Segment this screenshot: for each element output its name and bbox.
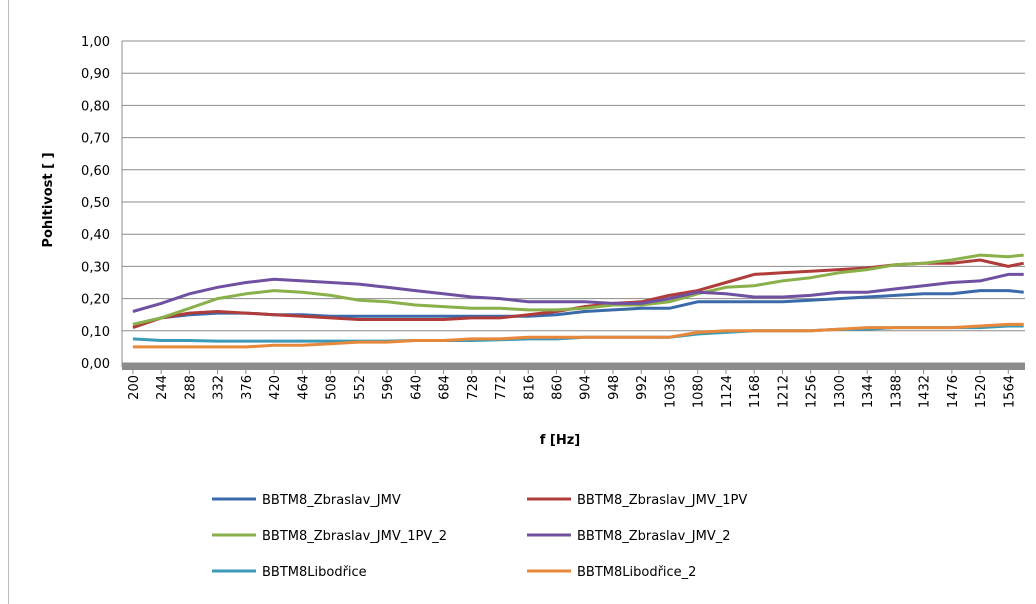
x-tick-label: 1168 — [748, 375, 763, 408]
x-tick-label: 420 — [268, 375, 283, 400]
x-tick-label: 1300 — [833, 375, 848, 408]
x-tick-label: 992 — [635, 375, 650, 400]
y-tick-label: 0,00 — [81, 357, 110, 372]
x-tick-label: 1036 — [663, 375, 678, 408]
x-tick-label: 640 — [409, 375, 424, 400]
x-tick-label: 684 — [438, 375, 453, 400]
legend-label: BBTM8_Zbraslav_JMV — [262, 493, 401, 508]
x-tick-label: 552 — [353, 375, 368, 400]
floor — [122, 363, 1025, 370]
legend-label: BBTM8_Zbraslav_JMV_1PV_2 — [262, 529, 447, 544]
x-tick-label: 1476 — [946, 375, 961, 408]
x-tick-label: 772 — [494, 375, 509, 400]
legend-label: BBTM8Libodřice — [262, 565, 367, 580]
x-axis-label: f [Hz] — [540, 433, 581, 448]
x-tick-label: 860 — [550, 375, 565, 400]
x-tick-label: 1256 — [805, 375, 820, 408]
series-line — [132, 322, 1024, 349]
x-tick-label: 1520 — [974, 375, 989, 408]
x-tick-label: 288 — [183, 375, 198, 400]
x-tick-label: 1564 — [1002, 375, 1017, 408]
series-line — [132, 272, 1024, 313]
x-tick-label: 1344 — [861, 375, 876, 408]
x-tick-label: 596 — [381, 375, 396, 400]
x-tick-label: 464 — [296, 375, 311, 400]
x-tick-label: 816 — [522, 375, 537, 400]
x-tick-label: 332 — [212, 375, 227, 400]
y-tick-label: 0,70 — [81, 132, 110, 147]
y-tick-label: 0,20 — [81, 293, 110, 308]
x-tick-label: 508 — [325, 375, 340, 400]
y-tick-label: 0,30 — [81, 260, 110, 275]
y-tick-label: 0,40 — [81, 228, 110, 243]
y-tick-label: 0,10 — [81, 325, 110, 340]
x-tick-label: 1080 — [692, 375, 707, 408]
legend-label: BBTM8_Zbraslav_JMV_1PV — [577, 493, 747, 508]
series-line — [132, 253, 1024, 326]
x-tick-label: 948 — [607, 375, 622, 400]
x-tick-label: 1388 — [889, 375, 904, 408]
legend-label: BBTM8_Zbraslav_JMV_2 — [577, 529, 731, 544]
series-line — [132, 258, 1025, 330]
y-axis-label: Pohltivost [ ] — [41, 152, 56, 247]
x-tick-label: 1432 — [918, 375, 933, 408]
x-tick-label: 904 — [579, 375, 594, 400]
legend-label: BBTM8Libodřice_2 — [577, 565, 696, 580]
x-tick-label: 200 — [127, 375, 142, 400]
x-tick-label: 376 — [240, 375, 255, 400]
x-tick-label: 728 — [466, 375, 481, 400]
y-tick-label: 0,80 — [81, 99, 110, 114]
y-tick-label: 0,90 — [81, 67, 110, 82]
x-tick-label: 1124 — [720, 375, 735, 408]
y-tick-label: 0,60 — [81, 164, 110, 179]
y-tick-label: 0,50 — [81, 196, 110, 211]
y-tick-label: 1,00 — [81, 35, 110, 50]
x-tick-label: 1212 — [776, 375, 791, 408]
x-tick-label: 244 — [155, 375, 170, 400]
